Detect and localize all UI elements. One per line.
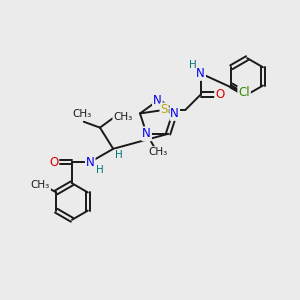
Text: CH₃: CH₃	[31, 180, 50, 190]
Text: N: N	[86, 156, 94, 169]
Text: S: S	[160, 103, 168, 116]
Text: CH₃: CH₃	[149, 147, 168, 157]
Text: N: N	[170, 107, 179, 120]
Text: N: N	[142, 128, 151, 140]
Text: H: H	[96, 165, 104, 175]
Text: N: N	[196, 67, 205, 80]
Text: Cl: Cl	[238, 86, 250, 99]
Text: O: O	[49, 156, 58, 169]
Text: CH₃: CH₃	[113, 112, 133, 122]
Text: H: H	[188, 60, 196, 70]
Text: O: O	[215, 88, 224, 101]
Text: H: H	[115, 150, 122, 160]
Text: CH₃: CH₃	[73, 110, 92, 119]
Text: N: N	[153, 94, 162, 107]
